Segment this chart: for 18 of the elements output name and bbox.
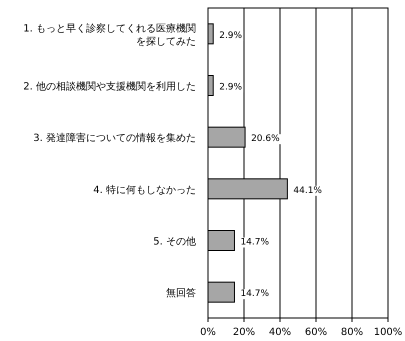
y-tick-label: 5. その他 [153,236,196,248]
data-label: 2.9% [219,30,243,41]
y-tick-label: 無回答 [166,287,196,300]
y-tick-label: 1. もっと早く診察してくれる医療機関を探してみた [23,22,196,48]
x-tick-label: 40% [268,327,292,338]
x-tick-label: 0% [200,327,216,338]
data-label: 20.6% [251,134,280,144]
x-tick-label: 100% [374,327,402,338]
x-tick-label: 80% [340,327,364,338]
data-label: 44.1% [293,186,322,196]
data-label: 2.9% [219,82,243,92]
x-tick-label: 20% [232,327,256,338]
data-label: 14.7% [240,238,270,248]
y-tick-label: 2. 他の相談機関や支援機関を利用した [23,80,196,92]
x-tick-label: 60% [304,327,328,338]
y-tick-label: 3. 発達障害についての情報を集めた [33,132,196,144]
y-tick-label: 4. 特に何もしなかった [93,184,196,196]
data-label: 14.7% [240,289,270,300]
